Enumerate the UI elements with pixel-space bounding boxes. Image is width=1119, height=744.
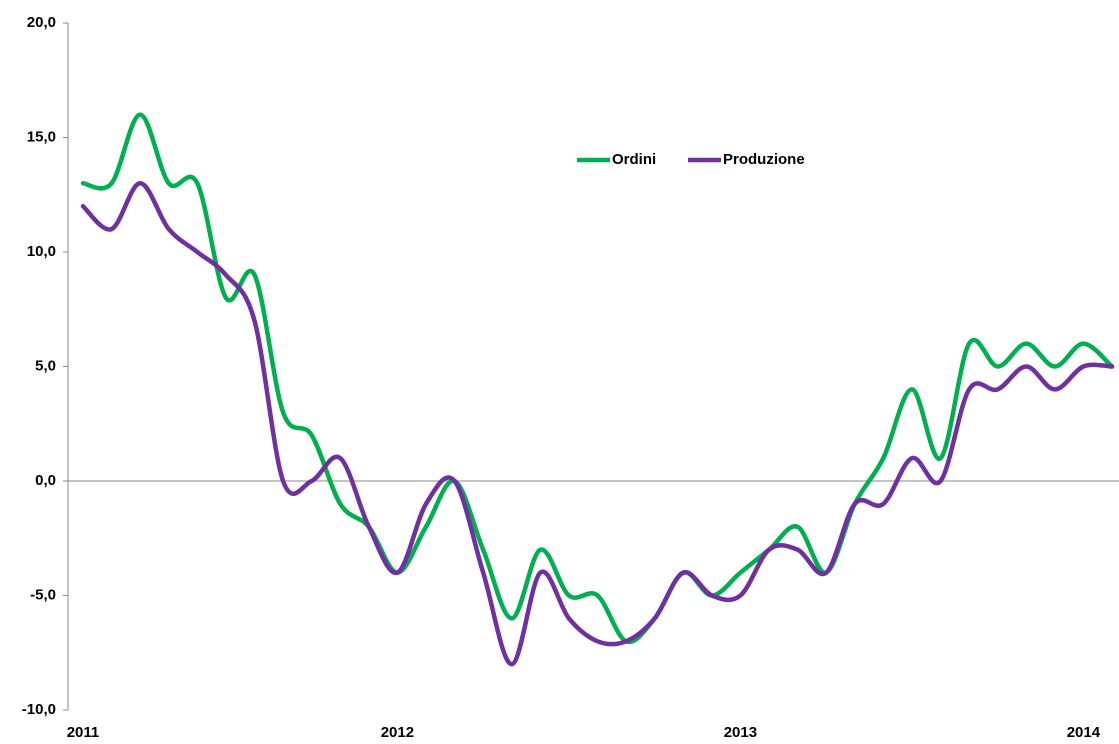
x-tick-label: 2014	[1067, 724, 1101, 741]
legend-label: Produzione	[723, 151, 805, 168]
line-series	[80, 112, 1115, 645]
x-tick-label: 2012	[381, 724, 414, 741]
y-tick-label: 20,0	[27, 14, 56, 31]
y-tick-label: 5,0	[35, 357, 56, 374]
y-tick-label: -10,0	[22, 701, 56, 718]
x-tick-label: 2013	[724, 724, 757, 741]
y-tick-label: 10,0	[27, 243, 56, 260]
x-tick-label: 2011	[67, 724, 100, 741]
y-tick-label: 15,0	[27, 128, 56, 145]
y-tick-label: 0,0	[35, 472, 56, 489]
line-series	[80, 181, 1115, 667]
y-tick-label: -5,0	[30, 586, 56, 603]
legend-label: Ordini	[612, 151, 656, 168]
